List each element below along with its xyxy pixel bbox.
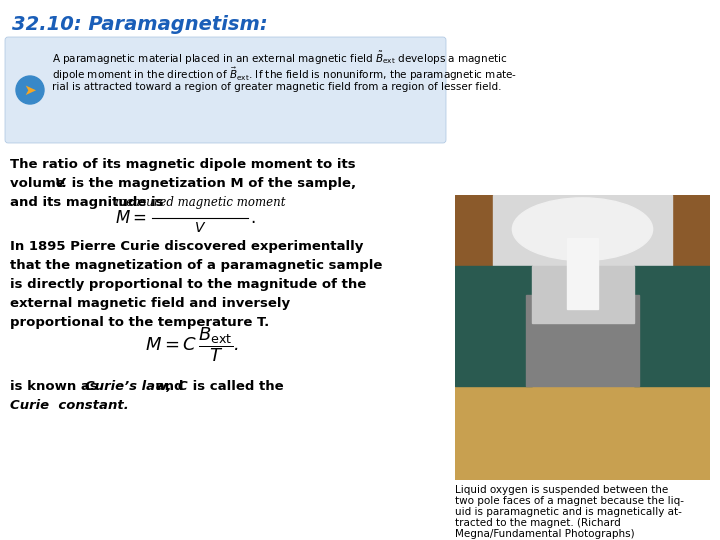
Ellipse shape	[513, 198, 652, 261]
Bar	[634, 266, 710, 386]
FancyBboxPatch shape	[5, 37, 446, 143]
Text: uid is paramagnetic and is magnetically at-: uid is paramagnetic and is magnetically …	[455, 507, 682, 517]
Text: is called the: is called the	[188, 380, 284, 393]
Text: and its magnitude is: and its magnitude is	[10, 196, 163, 209]
Text: rial is attracted toward a region of greater magnetic field from a region of les: rial is attracted toward a region of gre…	[52, 82, 502, 92]
Text: Curie’s law,: Curie’s law,	[85, 380, 171, 393]
Text: is directly proportional to the magnitude of the: is directly proportional to the magnitud…	[10, 278, 366, 291]
Text: two pole faces of a magnet because the liq-: two pole faces of a magnet because the l…	[455, 496, 684, 506]
Text: is the magnetization M of the sample,: is the magnetization M of the sample,	[67, 177, 356, 190]
Bar	[493, 195, 672, 309]
Text: and: and	[151, 380, 188, 393]
Text: V.: V.	[55, 177, 68, 190]
Text: Liquid oxygen is suspended between the: Liquid oxygen is suspended between the	[455, 485, 668, 495]
Text: C: C	[178, 380, 188, 393]
Text: $M = C\,\dfrac{B_{\mathrm{ext}}}{T}$.: $M = C\,\dfrac{B_{\mathrm{ext}}}{T}$.	[145, 326, 239, 365]
Text: proportional to the temperature T.: proportional to the temperature T.	[10, 316, 269, 329]
Text: that the magnetization of a paramagnetic sample: that the magnetization of a paramagnetic…	[10, 259, 382, 272]
Text: The ratio of its magnetic dipole moment to its: The ratio of its magnetic dipole moment …	[10, 158, 356, 171]
Text: A paramagnetic material placed in an external magnetic field $\tilde{B}_{\mathrm: A paramagnetic material placed in an ext…	[52, 50, 508, 67]
Bar	[531, 266, 634, 323]
Text: $M = $: $M = $	[115, 209, 147, 227]
Circle shape	[16, 76, 44, 104]
Bar	[455, 380, 710, 480]
Bar	[455, 266, 531, 386]
Text: tracted to the magnet. (Richard: tracted to the magnet. (Richard	[455, 518, 621, 528]
Text: volume: volume	[10, 177, 69, 190]
Text: Megna/Fundamental Photographs): Megna/Fundamental Photographs)	[455, 529, 634, 539]
Bar	[455, 195, 710, 380]
Text: .: .	[250, 209, 256, 227]
Text: $V$: $V$	[194, 221, 206, 235]
Text: dipole moment in the direction of $\vec{B}_{\mathrm{ext}}$. If the field is nonu: dipole moment in the direction of $\vec{…	[52, 66, 517, 84]
Text: measured magnetic moment: measured magnetic moment	[114, 196, 285, 209]
Text: ➤: ➤	[24, 83, 37, 98]
Bar	[567, 238, 598, 309]
Bar	[526, 295, 639, 386]
Text: Curie  constant.: Curie constant.	[10, 399, 129, 412]
Text: 32.10: Paramagnetism:: 32.10: Paramagnetism:	[12, 15, 268, 34]
Text: is known as: is known as	[10, 380, 102, 393]
Text: external magnetic field and inversely: external magnetic field and inversely	[10, 297, 290, 310]
Text: In 1895 Pierre Curie discovered experimentally: In 1895 Pierre Curie discovered experime…	[10, 240, 364, 253]
